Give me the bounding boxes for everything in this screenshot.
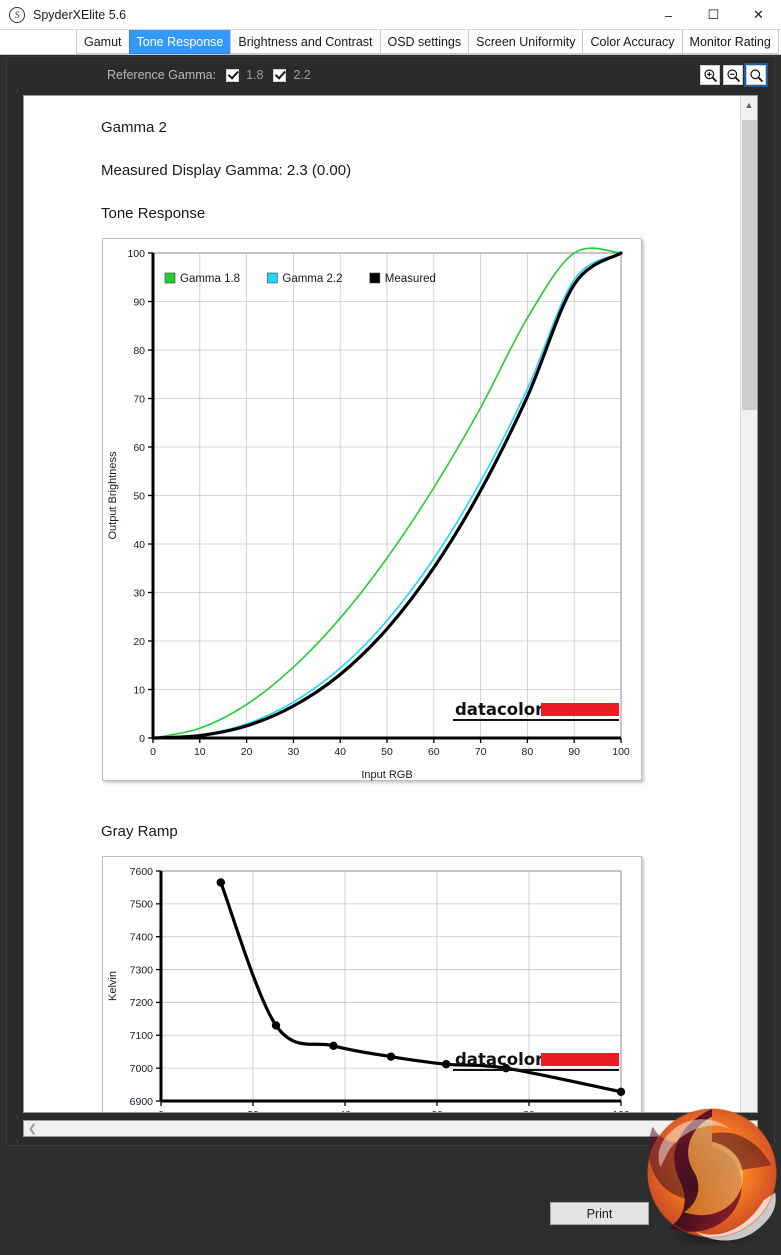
- tab-tone-response[interactable]: Tone Response: [128, 29, 231, 54]
- svg-text:40: 40: [339, 1109, 351, 1113]
- tab-screen-uniformity[interactable]: Screen Uniformity: [468, 29, 583, 54]
- svg-text:Gamma 1.8: Gamma 1.8: [180, 273, 240, 285]
- svg-text:Kelvin: Kelvin: [107, 971, 119, 1001]
- svg-text:20: 20: [133, 636, 145, 648]
- svg-text:7400: 7400: [130, 932, 154, 944]
- minimize-button[interactable]: –: [664, 7, 673, 23]
- svg-text:datacolor: datacolor: [455, 1050, 544, 1069]
- svg-text:100: 100: [612, 746, 630, 758]
- svg-text:Output Brightness: Output Brightness: [107, 451, 119, 540]
- svg-text:90: 90: [568, 746, 580, 758]
- svg-text:30: 30: [288, 746, 300, 758]
- document-vertical-scrollbar[interactable]: ▲: [740, 96, 757, 1112]
- svg-text:90: 90: [133, 296, 145, 308]
- footer-bar: Print: [0, 1108, 781, 1255]
- svg-text:Input RGB: Input RGB: [361, 769, 412, 781]
- report-panel: Reference Gamma: 1.8 2.2: [6, 56, 775, 1146]
- tab-osd-settings[interactable]: OSD settings: [379, 29, 469, 54]
- gamma-1-8-checkbox[interactable]: [226, 68, 240, 82]
- svg-text:70: 70: [133, 393, 145, 405]
- tab-color-accuracy[interactable]: Color Accuracy: [582, 29, 682, 54]
- spyder-s-icon: S: [9, 6, 25, 23]
- gray-ramp-chart: 6900 7000 7100 7200 7300 7400 7500 7600 0 20 40 60 8…: [102, 856, 642, 1113]
- svg-text:Gamma 2.2: Gamma 2.2: [282, 273, 342, 285]
- svg-text:10: 10: [133, 684, 145, 696]
- svg-text:Measured: Measured: [385, 273, 436, 285]
- svg-text:80: 80: [523, 1109, 535, 1113]
- measured-display-gamma: Measured Display Gamma: 2.3 (0.00): [101, 162, 352, 179]
- tab-monitor-rating[interactable]: Monitor Rating: [681, 29, 779, 54]
- svg-text:100: 100: [127, 248, 145, 260]
- tab-brightness-and-contrast[interactable]: Brightness and Contrast: [230, 29, 380, 54]
- tab-bar: Gamut Tone Response Brightness and Contr…: [0, 29, 781, 55]
- svg-text:50: 50: [381, 746, 393, 758]
- svg-text:30: 30: [133, 587, 145, 599]
- close-button[interactable]: ✕: [753, 7, 764, 22]
- svg-text:70: 70: [475, 746, 487, 758]
- svg-text:0: 0: [158, 1109, 164, 1113]
- gamma-1-8-label: 1.8: [246, 68, 264, 82]
- tab-gamut[interactable]: Gamut: [76, 29, 129, 54]
- maximize-button[interactable]: ☐: [707, 7, 720, 22]
- tone-response-chart: 0 10 20 30 40 50 60 70 80 90 100 0 10 20 30 40 50 60 70 80 9…: [102, 238, 642, 781]
- svg-text:60: 60: [428, 746, 440, 758]
- window-title: SpyderXElite 5.6: [33, 7, 127, 22]
- zoom-toolbar: [700, 63, 768, 87]
- svg-text:80: 80: [133, 345, 145, 357]
- svg-text:10: 10: [194, 746, 206, 758]
- svg-text:100: 100: [612, 1109, 630, 1113]
- svg-text:6900: 6900: [130, 1096, 154, 1108]
- svg-text:7300: 7300: [130, 964, 154, 976]
- report-toolbar: Reference Gamma: 1.8 2.2: [7, 57, 774, 93]
- gamma-2-2-label: 2.2: [293, 68, 311, 82]
- print-button[interactable]: Print: [550, 1202, 649, 1225]
- svg-text:0: 0: [150, 746, 156, 758]
- svg-text:7600: 7600: [130, 866, 154, 878]
- svg-text:40: 40: [133, 539, 145, 551]
- svg-text:60: 60: [431, 1109, 443, 1113]
- window-titlebar: S SpyderXElite 5.6 – ☐ ✕: [0, 0, 781, 30]
- svg-text:7200: 7200: [130, 997, 154, 1009]
- report-document: Gamma 2 Measured Display Gamma: 2.3 (0.0…: [23, 95, 758, 1113]
- svg-text:40: 40: [334, 746, 346, 758]
- zoom-out-icon[interactable]: [723, 65, 743, 85]
- svg-text:80: 80: [522, 746, 534, 758]
- scroll-left-icon[interactable]: ❮: [27, 1123, 38, 1135]
- report-page: Gamma 2 Measured Display Gamma: 2.3 (0.0…: [24, 96, 740, 1112]
- gray-ramp-heading: Gray Ramp: [101, 823, 178, 840]
- svg-text:0: 0: [139, 733, 145, 745]
- gamma-2-2-checkbox[interactable]: [273, 68, 287, 82]
- svg-text:7500: 7500: [130, 899, 154, 911]
- svg-text:60: 60: [133, 442, 145, 454]
- vertical-scroll-thumb[interactable]: [742, 120, 757, 410]
- reference-gamma-label: Reference Gamma:: [107, 68, 217, 82]
- svg-text:50: 50: [133, 490, 145, 502]
- app-body: Reference Gamma: 1.8 2.2: [0, 56, 781, 1255]
- tone-response-heading: Tone Response: [101, 205, 206, 222]
- zoom-reset-icon[interactable]: [744, 63, 768, 87]
- svg-text:20: 20: [247, 1109, 259, 1113]
- svg-text:7000: 7000: [130, 1063, 154, 1075]
- svg-text:7100: 7100: [130, 1030, 154, 1042]
- gamma-heading: Gamma 2: [101, 119, 167, 136]
- svg-text:datacolor: datacolor: [455, 700, 544, 719]
- window-controls: – ☐ ✕: [646, 0, 781, 30]
- svg-text:20: 20: [241, 746, 253, 758]
- scroll-up-icon[interactable]: ▲: [744, 99, 754, 110]
- zoom-in-icon[interactable]: [700, 65, 720, 85]
- document-horizontal-scrollbar[interactable]: ❮: [23, 1120, 758, 1137]
